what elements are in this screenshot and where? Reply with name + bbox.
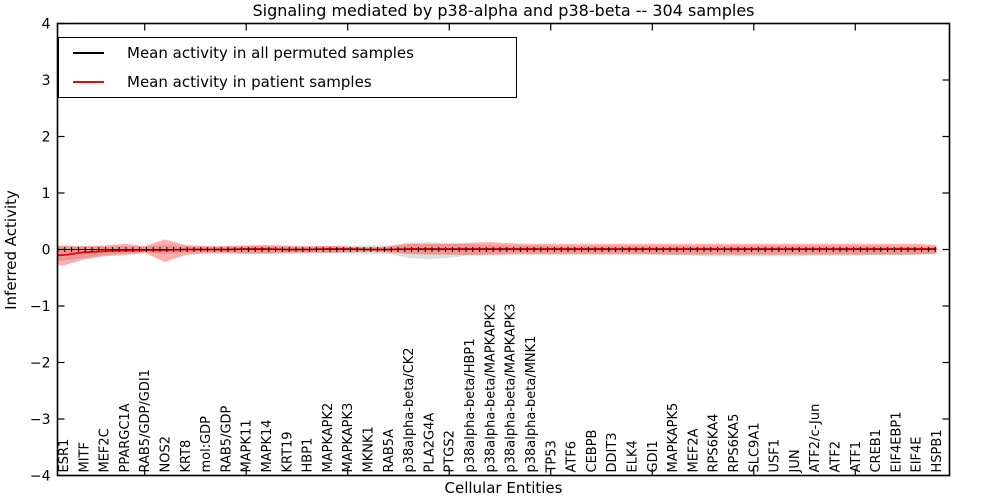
entity-label: PPARGC1A	[118, 403, 133, 472]
y-tick-label: 1	[42, 186, 51, 202]
band-permuted	[57, 242, 937, 261]
legend-label-permuted: Mean activity in all permuted samples	[127, 44, 414, 62]
entity-label: MKNK1	[362, 426, 377, 472]
entity-label: MAPK14	[260, 419, 275, 472]
entity-label: MEF2C	[98, 428, 113, 472]
entity-label: p38alpha-beta/MNK1	[524, 336, 539, 473]
y-tick-label: −2	[30, 356, 51, 372]
legend-item-patient: Mean activity in patient samples	[59, 68, 516, 96]
entity-label: MAPKAPK2	[321, 403, 336, 473]
y-tick-label: 3	[42, 73, 51, 89]
entity-label: ATF2/c-Jun	[808, 404, 823, 473]
y-tick-label: 4	[42, 17, 51, 33]
entity-label: HBP1	[301, 438, 316, 473]
legend: Mean activity in all permuted samples Me…	[58, 37, 517, 98]
legend-line-patient-swatch	[73, 81, 104, 83]
legend-item-permuted: Mean activity in all permuted samples	[59, 39, 516, 67]
entity-label: MAPKAPK5	[666, 403, 681, 473]
entity-label: RPS6KA5	[727, 414, 742, 473]
entity-label: CREB1	[869, 429, 884, 473]
entity-label: PTGS2	[443, 430, 458, 472]
entity-label: RPS6KA4	[707, 414, 722, 473]
entity-label: HSPB1	[930, 429, 945, 472]
entity-label: RAB5/GDP/GDI1	[138, 369, 153, 472]
entity-label: SLC9A1	[747, 422, 762, 472]
entity-label: KRT8	[179, 440, 194, 473]
entity-label: NOS2	[159, 436, 174, 472]
entity-label: MITF	[77, 442, 92, 472]
y-tick-label: −4	[30, 469, 51, 485]
entity-label: DDIT3	[605, 432, 620, 472]
y-tick-label: 0	[42, 243, 51, 259]
entity-label: ATF1	[849, 441, 864, 473]
entity-label: p38alpha-beta/MAPKAPK3	[504, 304, 519, 473]
entity-label: EIF4E	[910, 436, 925, 472]
y-tick-label: −3	[30, 412, 51, 428]
entity-label: MAPKAPK3	[341, 403, 356, 473]
entity-label: TP53	[544, 440, 559, 473]
y-tick-label: −1	[30, 299, 51, 315]
entity-label: RAB5A	[382, 429, 397, 473]
entity-label: MEF2A	[686, 428, 701, 472]
legend-label-patient: Mean activity in patient samples	[127, 73, 372, 91]
entity-label: GDI1	[646, 440, 661, 472]
legend-line-permuted-swatch	[73, 52, 104, 54]
entity-label: p38alpha-beta/CK2	[402, 347, 417, 472]
entity-label: MAPK11	[240, 419, 255, 472]
entity-label: ATF6	[565, 441, 580, 473]
entity-label: p38alpha-beta/MAPKAPK2	[483, 303, 498, 472]
y-tick-label: 2	[42, 130, 51, 146]
entity-label: ESR1	[57, 439, 72, 473]
entity-label: ELK4	[625, 440, 640, 472]
band-patient	[57, 239, 937, 266]
x-axis-label: Cellular Entities	[444, 479, 563, 497]
entity-label: mol:GDP	[199, 416, 214, 473]
chart-title: Signaling mediated by p38-alpha and p38-…	[252, 1, 755, 20]
entity-label: ATF2	[828, 441, 843, 473]
entity-label: PLA2G4A	[422, 413, 437, 473]
entity-label: JUN	[788, 449, 803, 473]
entity-label: p38alpha-beta/HBP1	[463, 338, 478, 472]
entity-label: KRT19	[280, 431, 295, 472]
entity-label: CEBPB	[585, 430, 600, 473]
entity-label: USF1	[768, 439, 783, 473]
entity-label: RAB5/GDP	[219, 405, 234, 472]
entity-label: EIF4EBP1	[889, 411, 904, 472]
